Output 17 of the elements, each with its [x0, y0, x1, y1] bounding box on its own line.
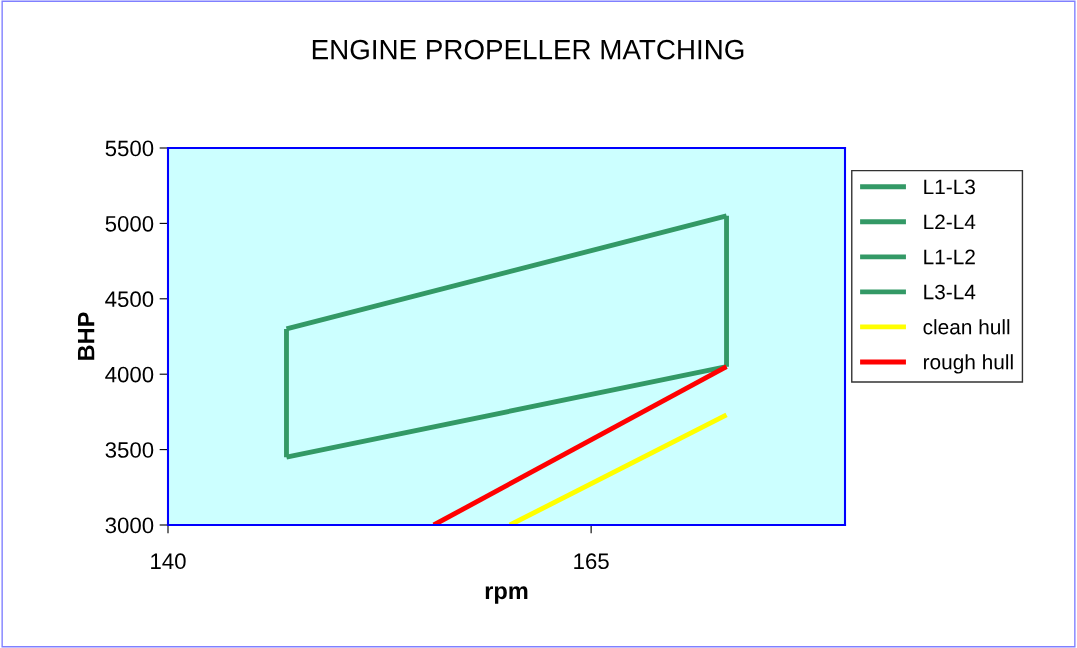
y-axis-title: BHP: [77, 312, 95, 360]
x-tick-label: 165: [574, 553, 609, 570]
chart-title: ENGINE PROPELLER MATCHING: [312, 39, 744, 60]
y-tick-label: 5500: [105, 140, 154, 157]
y-tick-label: 3000: [105, 517, 154, 534]
legend-label: L1-L3: [924, 179, 975, 195]
legend-label: clean hull: [923, 319, 1010, 335]
y-tick-label: 5000: [105, 215, 154, 232]
x-tick-label: 140: [151, 553, 186, 570]
y-tick-label: 3500: [105, 442, 154, 458]
y-tick-label: 4500: [105, 291, 154, 308]
y-tick-label: 4000: [105, 366, 154, 383]
legend-label: L2-L4: [924, 214, 976, 230]
x-axis-title: rpm: [485, 586, 528, 604]
legend-label: L1-L2: [924, 249, 975, 265]
legend-label: rough hull: [923, 354, 1013, 374]
legend-label: L3-L4: [924, 284, 976, 300]
